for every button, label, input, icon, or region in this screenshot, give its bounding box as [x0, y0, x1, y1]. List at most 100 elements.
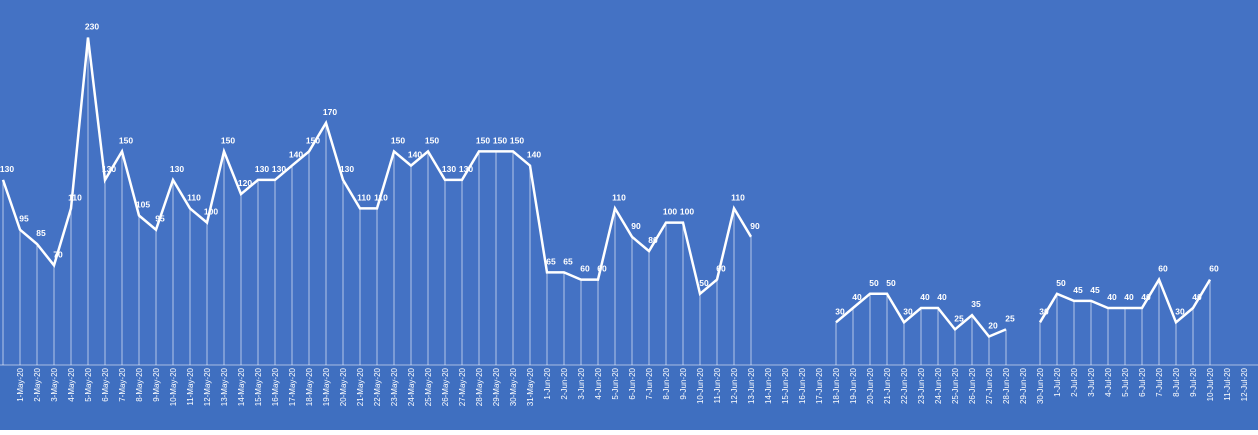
x-tick-label: 3-Jun-20: [577, 367, 586, 399]
x-tick-label: 10-Jul-20: [1206, 367, 1215, 401]
series-line-segment: [1038, 276, 1212, 325]
x-tick-label: 4-May-20: [67, 367, 76, 401]
x-tick-label: 14-May-20: [237, 367, 246, 406]
x-tick-label: 11-May-20: [186, 367, 195, 405]
data-label: 70: [53, 249, 63, 259]
x-tick-label: 3-May-20: [50, 367, 59, 401]
data-labels: 1309585701102301301501059513011010015012…: [0, 21, 1219, 330]
x-tick-label: 8-Jul-20: [1172, 367, 1181, 396]
data-label: 25: [954, 313, 964, 323]
data-label: 40: [1124, 292, 1134, 302]
x-tick-label: 21-Jun-20: [883, 367, 892, 404]
x-tick-label: 31-May-20: [526, 367, 535, 406]
data-label: 120: [238, 178, 252, 188]
x-tick-label: 22-May-20: [373, 367, 382, 406]
data-label: 100: [663, 207, 677, 217]
x-tick-label: 30-Jun-20: [1036, 367, 1045, 404]
data-label: 130: [340, 164, 354, 174]
x-tick-label: 1-Jul-20: [1053, 367, 1062, 396]
data-label: 85: [36, 228, 46, 238]
x-tick-label: 10-May-20: [169, 367, 178, 406]
series-line-segment: [1, 37, 753, 297]
x-tick-label: 22-Jun-20: [900, 367, 909, 404]
x-tick-label: 20-May-20: [339, 367, 348, 406]
x-tick-label: 2-May-20: [33, 367, 42, 401]
x-tick-label: 5-May-20: [84, 367, 93, 401]
x-tick-label: 11-Jun-20: [713, 367, 722, 403]
x-tick-label: 7-Jun-20: [645, 367, 654, 399]
data-label: 130: [255, 164, 269, 174]
data-label: 30: [1039, 306, 1049, 316]
data-label: 150: [391, 135, 405, 145]
data-label: 50: [1056, 278, 1066, 288]
x-tick-label: 8-Jun-20: [662, 367, 671, 399]
x-tick-label: 20-Jun-20: [866, 367, 875, 404]
x-tick-label: 24-Jun-20: [934, 367, 943, 404]
data-label: 90: [631, 221, 641, 231]
x-tick-label: 27-Jun-20: [985, 367, 994, 404]
data-label: 35: [971, 299, 981, 309]
x-tick-label: 23-Jun-20: [917, 367, 926, 404]
x-tick-label: 12-May-20: [203, 367, 212, 406]
x-tick-label: 12-Jul-20: [1240, 367, 1249, 401]
data-label: 170: [323, 107, 337, 117]
data-label: 110: [374, 192, 388, 202]
x-tick-label: 4-Jun-20: [594, 367, 603, 399]
data-label: 150: [425, 135, 439, 145]
x-tick-label: 9-May-20: [152, 367, 161, 401]
data-label: 65: [563, 256, 573, 266]
data-label: 150: [476, 135, 490, 145]
x-tick-label: 5-Jul-20: [1121, 367, 1130, 396]
data-label: 100: [680, 207, 694, 217]
x-tick-label: 19-May-20: [322, 367, 331, 406]
x-tick-label: 29-Jun-20: [1019, 367, 1028, 404]
data-label: 150: [493, 135, 507, 145]
data-label: 65: [546, 256, 556, 266]
data-label: 110: [612, 192, 626, 202]
x-tick-label: 17-Jun-20: [815, 367, 824, 404]
data-label: 60: [716, 264, 726, 274]
x-tick-label: 17-May-20: [288, 367, 297, 406]
drop-lines: [2, 37, 1211, 365]
x-tick-label: 2-Jul-20: [1070, 367, 1079, 396]
x-tick-label: 16-Jun-20: [798, 367, 807, 404]
x-tick-label: 19-Jun-20: [849, 367, 858, 404]
data-label: 230: [85, 21, 99, 31]
x-tick-label: 3-Jul-20: [1087, 367, 1096, 396]
data-label: 95: [19, 214, 29, 224]
x-tick-label: 4-Jul-20: [1104, 367, 1113, 396]
data-label: 140: [527, 150, 541, 160]
data-label: 140: [408, 150, 422, 160]
data-label: 40: [852, 292, 862, 302]
data-label: 30: [1175, 306, 1185, 316]
data-label: 110: [68, 192, 82, 202]
x-tick-label: 15-Jun-20: [781, 367, 790, 404]
x-tick-label: 1-Jun-20: [543, 367, 552, 399]
data-label: 60: [580, 264, 590, 274]
data-label: 110: [357, 192, 371, 202]
data-label: 130: [0, 164, 14, 174]
data-label: 130: [442, 164, 456, 174]
data-label: 50: [886, 278, 896, 288]
data-label: 20: [988, 321, 998, 331]
data-label: 40: [920, 292, 930, 302]
data-label: 60: [1209, 264, 1219, 274]
x-tick-label: 13-May-20: [220, 367, 229, 406]
x-tick-label: 16-May-20: [271, 367, 280, 406]
x-tick-label: 7-Jul-20: [1155, 367, 1164, 396]
x-tick-label: 6-Jul-20: [1138, 367, 1147, 396]
data-label: 40: [1192, 292, 1202, 302]
data-label: 130: [459, 164, 473, 174]
data-label: 150: [221, 135, 235, 145]
x-tick-label: 14-Jun-20: [764, 367, 773, 404]
data-label: 150: [510, 135, 524, 145]
x-tick-label: 18-May-20: [305, 367, 314, 406]
data-label: 90: [750, 221, 760, 231]
series-line: [1, 37, 1212, 339]
data-label: 30: [903, 306, 913, 316]
series-line-segment: [835, 292, 1007, 339]
data-label: 40: [937, 292, 947, 302]
data-label: 130: [170, 164, 184, 174]
x-tick-label: 9-Jul-20: [1189, 367, 1198, 396]
